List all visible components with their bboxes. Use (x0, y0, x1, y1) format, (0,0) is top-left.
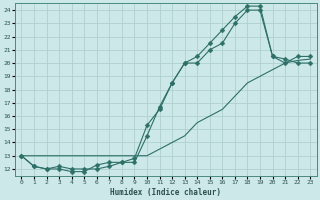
X-axis label: Humidex (Indice chaleur): Humidex (Indice chaleur) (110, 188, 221, 197)
